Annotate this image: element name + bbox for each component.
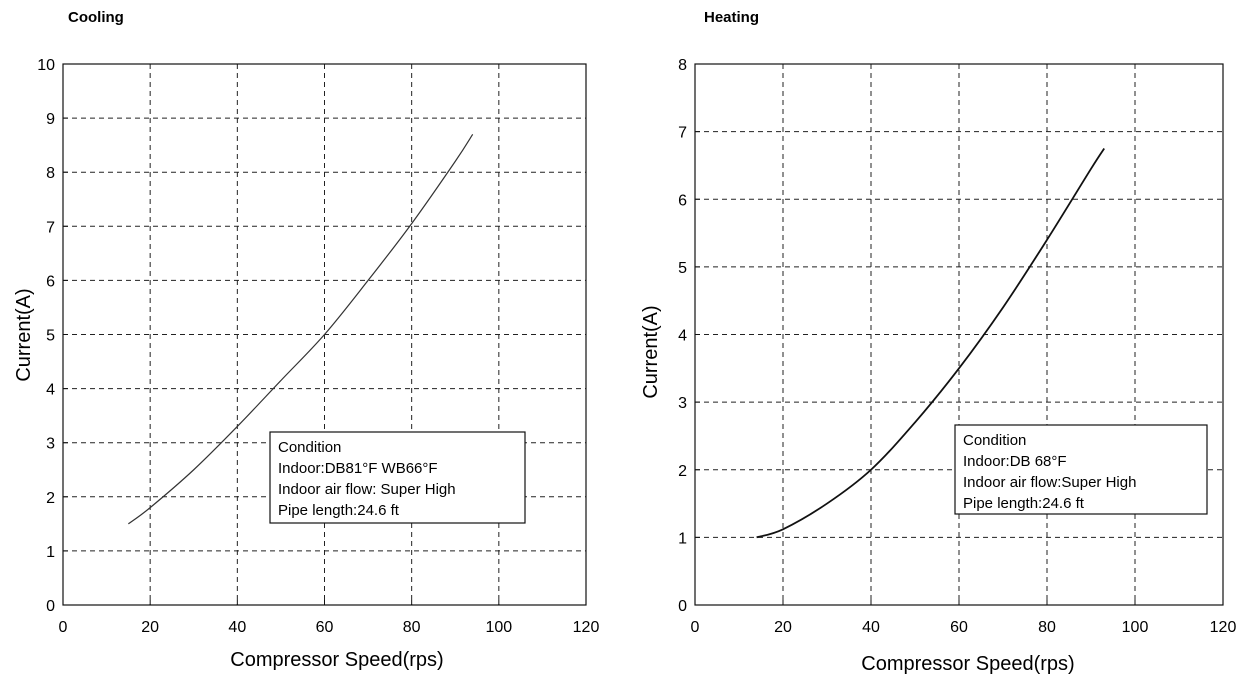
condition-line: Indoor:DB 68°F [963, 453, 1067, 470]
y-tick-label: 1 [46, 544, 55, 561]
x-axis-label: Compressor Speed(rps) [230, 649, 443, 671]
y-tick-label: 7 [678, 125, 687, 142]
x-tick-label: 100 [1122, 619, 1149, 636]
y-tick-label: 5 [46, 328, 55, 345]
condition-line: Indoor air flow:Super High [963, 474, 1136, 491]
heating-chart: Heating 0 20 40 60 80 100 120 0 1 2 3 4 5 6 7 8 Conditi… [640, 9, 1236, 675]
y-tick-label: 4 [678, 328, 687, 345]
y-tick-label: 3 [46, 436, 55, 453]
y-tick-label: 1 [678, 530, 687, 547]
condition-line: Indoor air flow: Super High [278, 481, 456, 498]
y-tick-label: 8 [678, 57, 687, 74]
x-tick-label: 40 [862, 619, 880, 636]
condition-heading: Condition [278, 439, 341, 456]
y-tick-label: 3 [678, 395, 687, 412]
chart-title: Cooling [68, 9, 124, 26]
y-tick-label: 9 [46, 111, 55, 128]
y-tick-label: 5 [678, 260, 687, 277]
x-tick-label: 0 [59, 619, 68, 636]
y-tick-label: 2 [46, 490, 55, 507]
x-axis-label: Compressor Speed(rps) [861, 653, 1074, 675]
cooling-chart: Cooling 0 20 40 60 80 100 120 0 1 2 3 4 5 6 7 8 9 10 Cond… [13, 9, 599, 671]
x-tick-label: 20 [141, 619, 159, 636]
x-tick-label: 100 [485, 619, 512, 636]
condition-heading: Condition [963, 432, 1026, 449]
y-tick-label: 4 [46, 382, 55, 399]
condition-line: Pipe length:24.6 ft [278, 502, 400, 519]
y-tick-label: 0 [46, 598, 55, 615]
x-tick-label: 60 [950, 619, 968, 636]
condition-box [954, 424, 1208, 515]
x-tick-label: 80 [1038, 619, 1056, 636]
x-tick-label: 20 [774, 619, 792, 636]
y-tick-label: 10 [37, 57, 55, 74]
current-curve [756, 148, 1105, 539]
y-axis-label: Current(A) [13, 288, 35, 381]
chart-title: Heating [704, 9, 759, 26]
current-curve [128, 134, 474, 525]
condition-line: Pipe length:24.6 ft [963, 495, 1085, 512]
y-tick-label: 7 [46, 219, 55, 236]
x-tick-label: 0 [691, 619, 700, 636]
y-tick-label: 6 [46, 273, 55, 290]
x-tick-label: 40 [228, 619, 246, 636]
y-tick-label: 8 [46, 165, 55, 182]
condition-box [269, 431, 526, 524]
x-tick-label: 120 [573, 619, 600, 636]
y-axis-label: Current(A) [640, 305, 662, 398]
y-tick-label: 6 [678, 192, 687, 209]
x-tick-label: 60 [316, 619, 334, 636]
y-tick-label: 0 [678, 598, 687, 615]
x-tick-label: 120 [1210, 619, 1237, 636]
y-tick-label: 2 [678, 463, 687, 480]
x-tick-label: 80 [403, 619, 421, 636]
condition-line: Indoor:DB81°F WB66°F [278, 460, 438, 477]
